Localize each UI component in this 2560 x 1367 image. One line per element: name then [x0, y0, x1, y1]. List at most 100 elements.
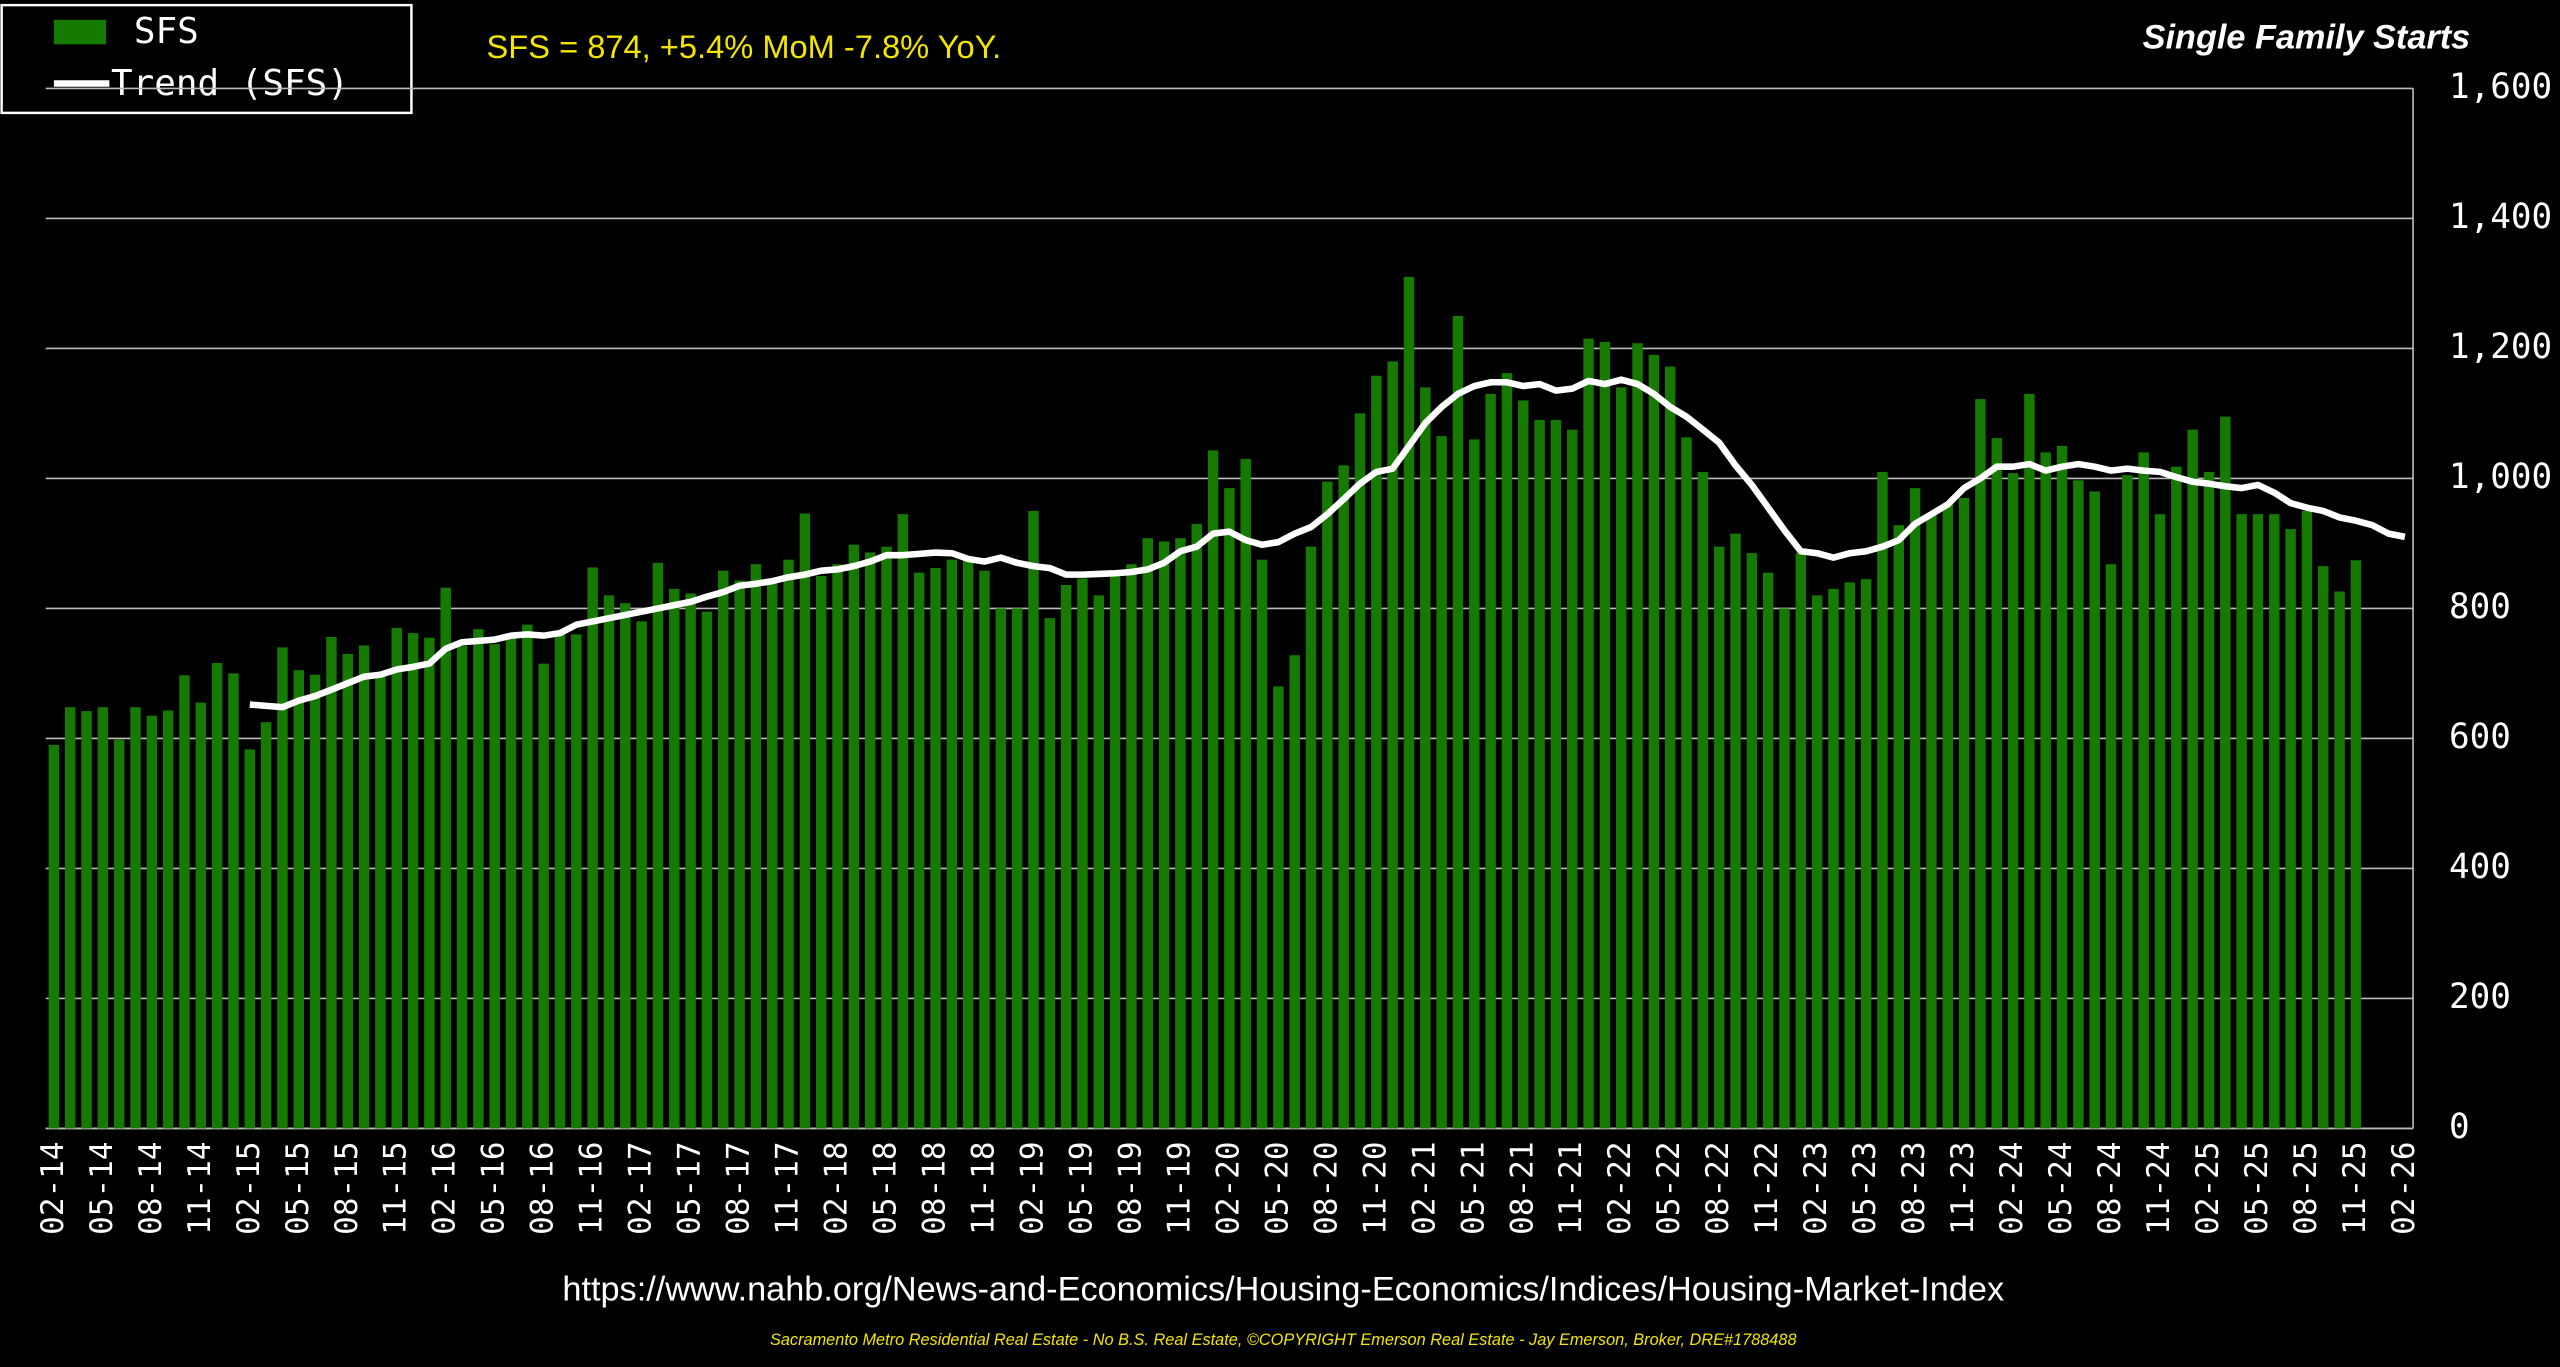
bar — [375, 673, 386, 1129]
bar — [162, 710, 174, 1129]
bar — [962, 556, 974, 1129]
bar — [554, 634, 566, 1129]
x-tick-label: 08-23 — [1896, 1141, 1932, 1234]
bar — [734, 580, 745, 1129]
bar — [1795, 553, 1807, 1129]
bar — [669, 588, 680, 1129]
bar — [2138, 452, 2149, 1129]
y-tick-label: 200 — [2449, 977, 2511, 1017]
bar — [1958, 497, 1970, 1129]
bar — [1469, 439, 1480, 1129]
bar — [2122, 475, 2133, 1129]
bar — [391, 627, 402, 1129]
x-tick-label: 11-21 — [1553, 1141, 1589, 1234]
x-tick-label: 11-23 — [1945, 1141, 1981, 1234]
bar — [1860, 579, 1872, 1129]
x-tick-label: 02-18 — [819, 1141, 855, 1234]
x-tick-label: 08-14 — [133, 1141, 169, 1234]
bar — [946, 559, 958, 1129]
x-tick-label: 05-23 — [1847, 1141, 1883, 1234]
bar — [2236, 514, 2247, 1129]
x-tick-label: 05-21 — [1455, 1141, 1491, 1234]
bar — [1436, 436, 1447, 1129]
bar — [636, 621, 647, 1129]
bar — [1354, 413, 1366, 1129]
x-tick-label: 02-15 — [231, 1141, 267, 1234]
bar — [1534, 419, 1545, 1129]
bar — [1060, 584, 1072, 1129]
x-tick-label: 05-18 — [868, 1141, 904, 1234]
x-tick-label: 08-15 — [329, 1141, 365, 1234]
bar — [1044, 618, 1056, 1129]
bar — [685, 593, 696, 1129]
x-tick-label: 05-20 — [1259, 1141, 1295, 1234]
bar — [1599, 341, 1611, 1129]
y-tick-label: 600 — [2449, 717, 2511, 757]
bar — [979, 570, 990, 1129]
bar — [1224, 488, 1235, 1129]
x-tick-label: 02-16 — [427, 1141, 463, 1234]
bar — [1126, 564, 1137, 1129]
x-tick-label: 08-17 — [721, 1141, 757, 1234]
x-tick-label: 02-23 — [1798, 1141, 1834, 1234]
bar — [1273, 686, 1284, 1129]
bar — [1616, 387, 1627, 1129]
x-tick-label: 02-20 — [1210, 1141, 1246, 1234]
x-tick-label: 05-19 — [1063, 1141, 1099, 1234]
bar — [1028, 510, 1039, 1129]
bar — [1207, 450, 1219, 1129]
x-tick-label: 11-15 — [378, 1141, 414, 1234]
bar — [750, 564, 762, 1129]
y-tick-label: 400 — [2449, 847, 2511, 887]
bar — [2220, 416, 2231, 1129]
bar — [1681, 437, 1692, 1129]
bar — [277, 647, 288, 1129]
bar — [1305, 546, 1317, 1129]
bar — [505, 634, 517, 1129]
bar — [1485, 393, 1496, 1129]
y-tick-label: 1,600 — [2449, 67, 2552, 107]
bar — [1191, 523, 1202, 1129]
bar — [1256, 559, 1268, 1129]
bar — [864, 552, 876, 1129]
x-tick-label: 02-14 — [35, 1141, 71, 1234]
footer: Sacramento Metro Residential Real Estate… — [770, 1331, 1797, 1349]
bar — [1387, 361, 1398, 1129]
x-tick-label: 08-18 — [917, 1141, 953, 1234]
x-tick-label: 05-15 — [280, 1141, 316, 1234]
x-tick-label: 05-17 — [672, 1141, 708, 1234]
bar — [1567, 429, 1578, 1129]
bar — [1844, 582, 1856, 1129]
bar — [358, 645, 370, 1129]
x-tick-label: 08-20 — [1308, 1141, 1344, 1234]
bar — [1583, 338, 1594, 1129]
bar — [1289, 655, 1300, 1129]
x-tick-label: 11-22 — [1749, 1141, 1785, 1234]
x-tick-label: 02-19 — [1014, 1141, 1050, 1234]
bar — [309, 674, 321, 1129]
bar — [1828, 588, 1839, 1129]
y-tick-label: 800 — [2449, 587, 2511, 627]
bar — [489, 644, 500, 1129]
bar — [603, 595, 615, 1129]
bar — [2105, 564, 2117, 1129]
x-tick-label: 11-18 — [965, 1141, 1001, 1234]
bar — [1452, 315, 1464, 1129]
bar — [1093, 595, 1104, 1129]
bar — [1664, 366, 1676, 1129]
x-tick-label: 02-26 — [2386, 1141, 2422, 1234]
bar — [179, 675, 190, 1129]
bar — [1877, 471, 1888, 1129]
x-tick-label: 11-25 — [2337, 1141, 2373, 1234]
x-tick-label: 02-25 — [2190, 1141, 2226, 1234]
bar — [767, 579, 778, 1129]
x-tick-label: 02-17 — [623, 1141, 659, 1234]
bar — [2269, 514, 2280, 1129]
bar — [48, 744, 60, 1129]
bar — [1011, 608, 1023, 1129]
bar — [2252, 514, 2264, 1129]
bar — [1175, 538, 1186, 1129]
bar — [424, 637, 435, 1129]
bar — [587, 567, 598, 1129]
x-tick-label: 08-16 — [525, 1141, 561, 1234]
